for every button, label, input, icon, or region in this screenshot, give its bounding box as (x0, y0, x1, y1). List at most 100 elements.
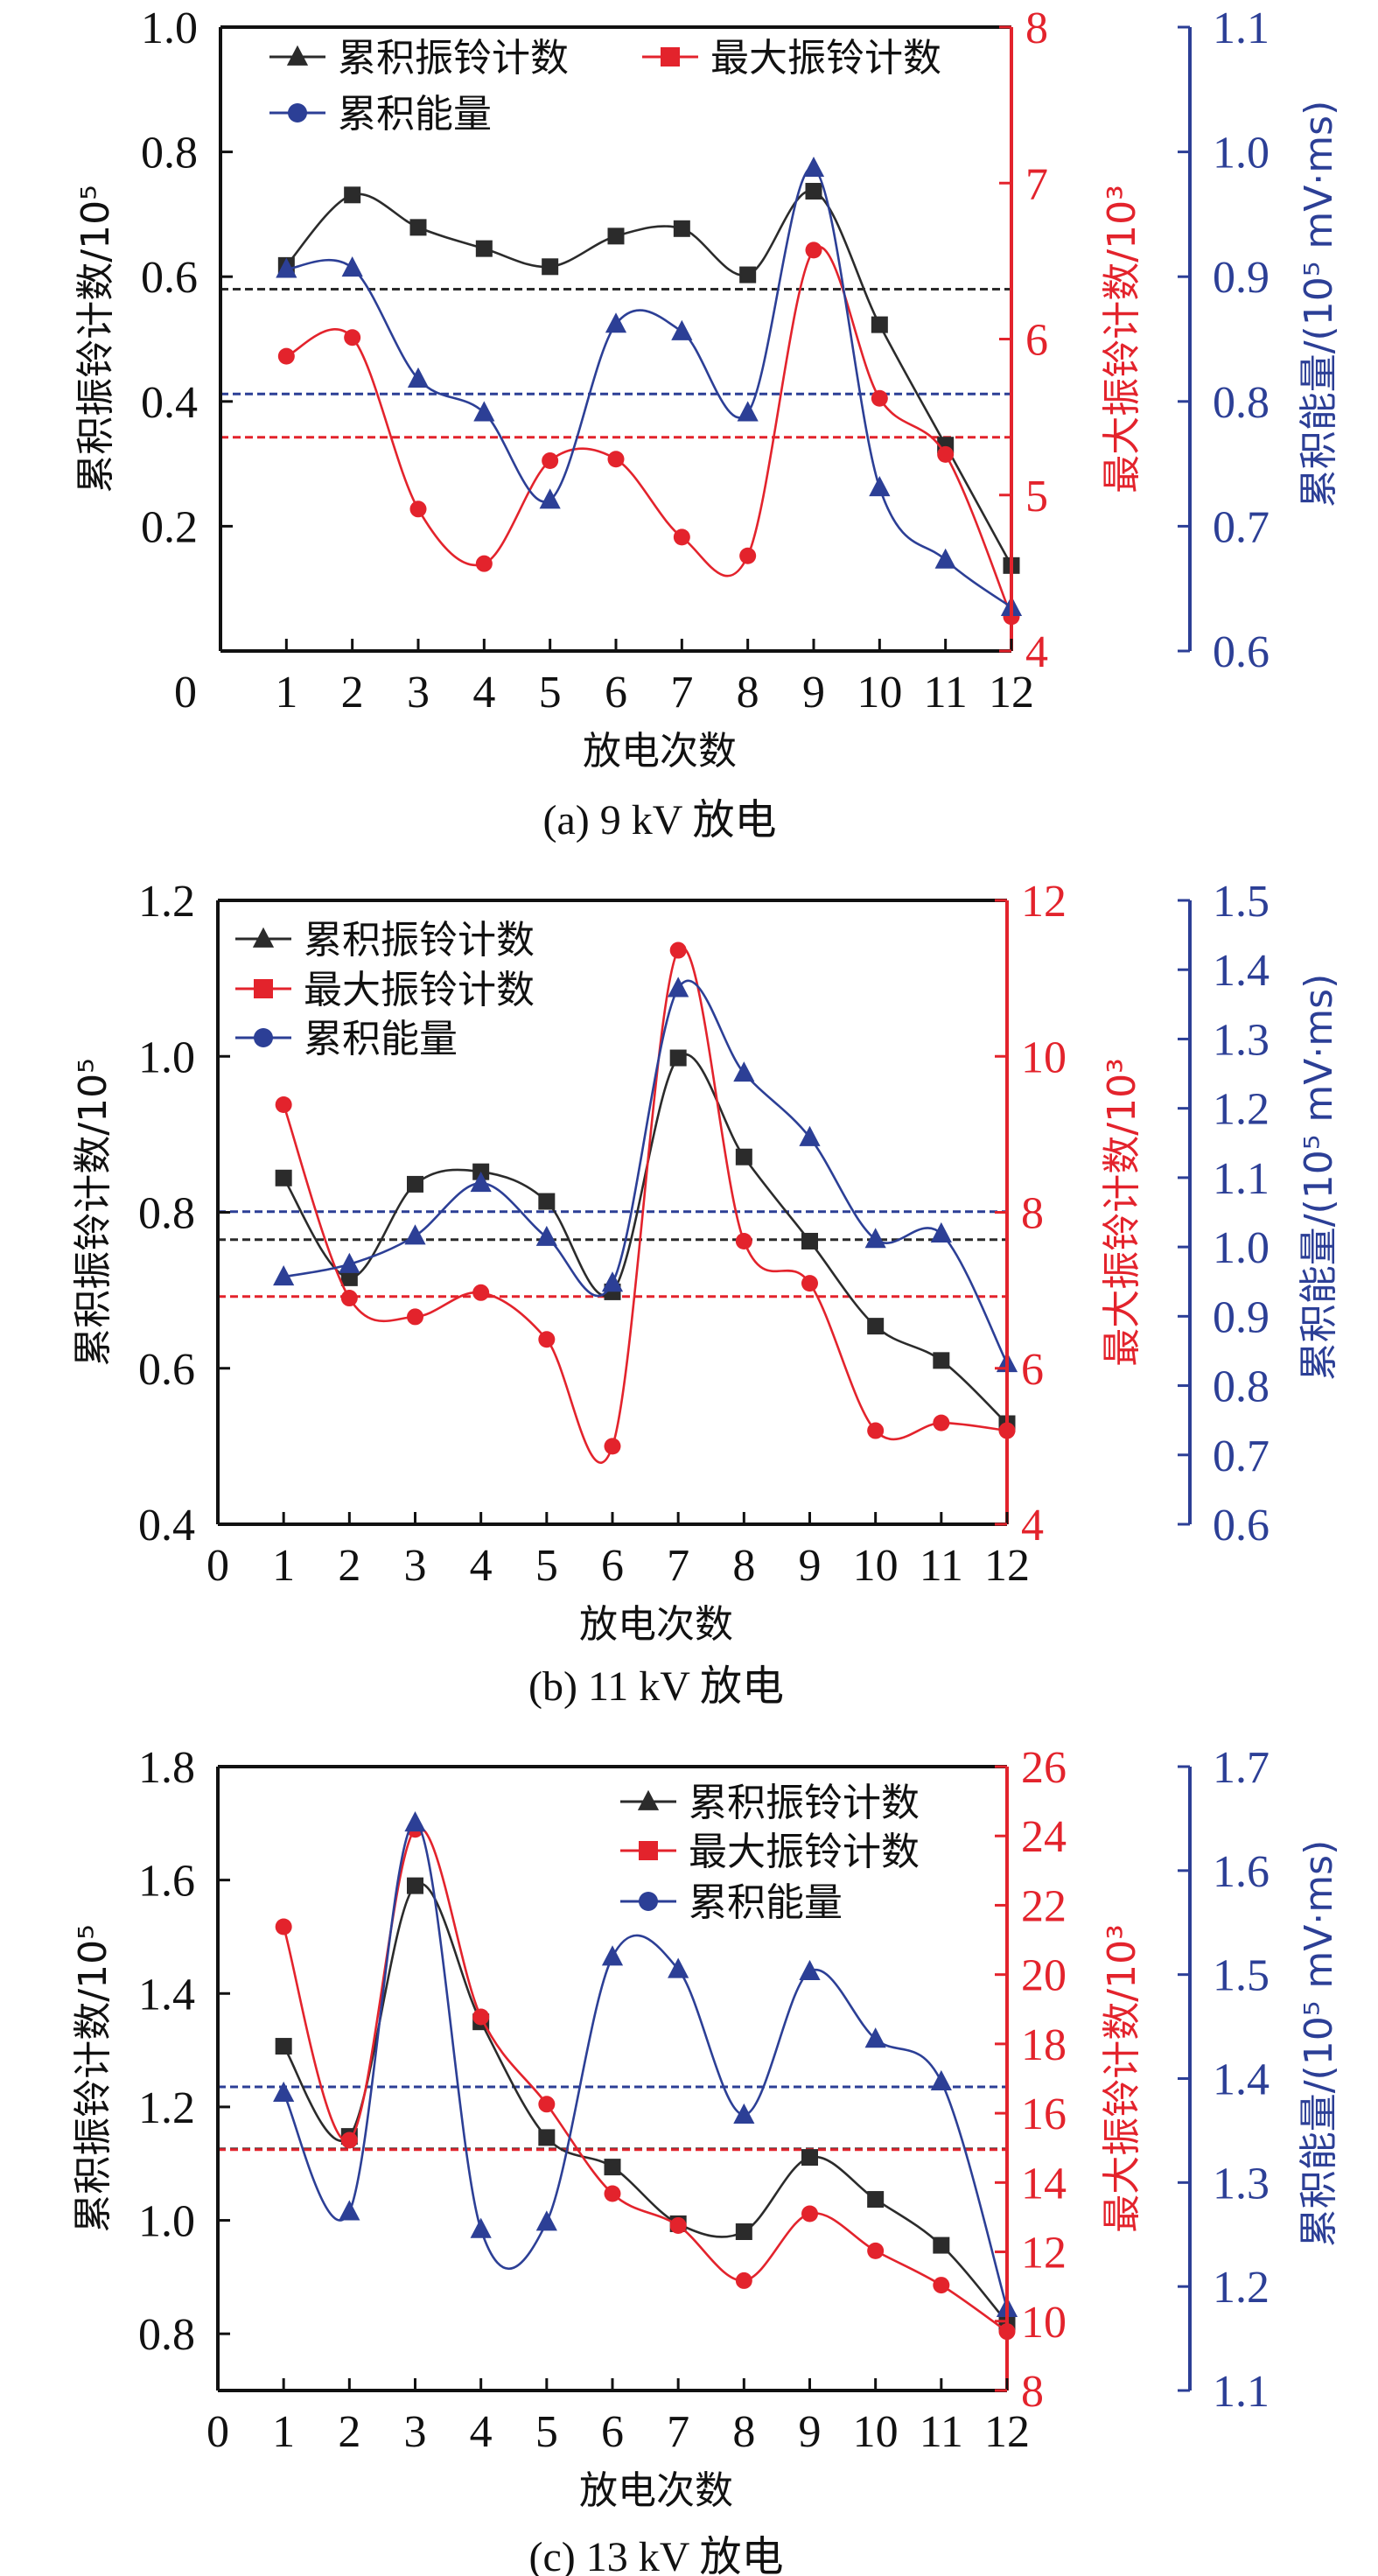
x-tick-label: 6 (601, 2407, 624, 2457)
right2-y-tick-label: 1.3 (1213, 2159, 1270, 2208)
x-tick-label: 4 (470, 1541, 493, 1591)
data-point (539, 488, 561, 509)
x-tick-label: 8 (732, 1541, 755, 1591)
right2-y-tick-label: 1.3 (1213, 1015, 1270, 1065)
right2-y-tick-label: 1.7 (1213, 1743, 1270, 1793)
right2-y-tick-label: 0.9 (1213, 1292, 1270, 1342)
right2-y-axis-title: 累积能量/(10⁵ mV·ms) (1297, 1840, 1341, 2248)
data-point (604, 2159, 621, 2176)
x-tick-label: 9 (799, 1541, 822, 1591)
data-point (871, 389, 888, 407)
data-point (339, 2200, 360, 2221)
data-point (473, 401, 495, 422)
data-point (340, 1269, 358, 1286)
data-point (277, 347, 295, 365)
right2-y-tick-label: 1.2 (1213, 1085, 1270, 1135)
x-tick-label: 9 (802, 668, 825, 718)
left-y-tick-label: 0.4 (138, 1501, 195, 1550)
data-point (475, 555, 493, 572)
x-tick-label: 10 (853, 2407, 899, 2457)
data-point (273, 1264, 295, 1286)
data-point (669, 1049, 687, 1067)
data-point (735, 1232, 752, 1250)
legend-label: 累积能量 (338, 92, 492, 136)
x-tick-label: 6 (605, 668, 627, 718)
data-point (867, 2242, 885, 2259)
x-tick-label: 4 (470, 2407, 493, 2457)
legend-item: 累积能量 (269, 92, 492, 136)
data-point (801, 2205, 818, 2222)
right2-y-tick-label: 1.1 (1213, 1154, 1270, 1204)
legend-item: 累积振铃计数 (235, 918, 535, 962)
data-point (933, 1352, 950, 1369)
data-point (735, 1148, 752, 1166)
right2-y-tick-label: 0.9 (1213, 253, 1270, 303)
x-axis-title: 放电次数 (579, 2468, 733, 2513)
left-y-tick-label: 0.8 (138, 1189, 195, 1239)
left-y-tick-label: 0.6 (138, 1345, 195, 1395)
chart-caption: (c) 13 kV 放电 (528, 2534, 783, 2576)
x-tick-label: 0 (206, 1541, 229, 1591)
x-tick-label: 5 (539, 668, 562, 718)
x-axis-title: 放电次数 (579, 1602, 733, 1647)
data-point (275, 1918, 292, 1936)
x-tick-label: 1 (272, 2407, 295, 2457)
legend-label: 最大振铃计数 (304, 968, 535, 1012)
right2-y-tick-label: 1.1 (1213, 4, 1270, 53)
data-point (407, 1175, 423, 1193)
data-point (802, 156, 825, 178)
x-tick-label: 1 (272, 1541, 295, 1591)
data-point (470, 2217, 492, 2238)
legend-marker-circle-icon (254, 1028, 273, 1047)
right-y-tick-label: 4 (1025, 627, 1048, 677)
chart-caption: (b) 11 kV 放电 (528, 1663, 784, 1710)
legend-label: 累积振铃计数 (689, 1781, 920, 1825)
right-y-tick-label: 10 (1021, 2298, 1067, 2348)
x-tick-label: 2 (338, 2407, 360, 2457)
right-y-tick-label: 6 (1021, 1345, 1044, 1395)
data-point (275, 2038, 292, 2055)
x-tick-label: 10 (853, 1541, 899, 1591)
right2-y-tick-label: 1.1 (1213, 2367, 1270, 2417)
data-point (673, 220, 690, 237)
data-point (933, 2277, 950, 2294)
data-point (867, 1422, 885, 1439)
right2-y-tick-label: 0.7 (1213, 1432, 1270, 1481)
right2-y-tick-label: 0.6 (1213, 1501, 1270, 1550)
left-y-tick-label: 1.0 (138, 2197, 195, 2247)
data-point (601, 1271, 624, 1292)
data-point (733, 2103, 755, 2124)
legend-item: 累积振铃计数 (620, 1781, 920, 1825)
left-y-tick-label: 1.2 (138, 2083, 195, 2133)
chart-panel: 0 1 2 3 4 5 6 7 8 9 10 11 120.40.60.81.01.246810120.… (71, 877, 1341, 1710)
right-y-tick-label: 7 (1025, 159, 1048, 209)
legend-label: 累积能量 (689, 1880, 843, 1925)
data-point (340, 1290, 358, 1307)
data-point (475, 240, 493, 257)
x-tick-label: 4 (472, 668, 495, 718)
x-tick-label: 1 (275, 668, 297, 718)
data-point (934, 548, 956, 569)
data-point (472, 1284, 490, 1301)
right-y-tick-label: 8 (1025, 4, 1048, 53)
left-y-tick-label: 1.2 (138, 877, 195, 927)
chart-caption: (a) 9 kV 放电 (542, 797, 776, 844)
x-tick-label: 7 (667, 2407, 689, 2457)
data-point (805, 242, 822, 259)
x-tick-label: 11 (924, 668, 968, 718)
left-y-tick-label: 0.8 (141, 129, 198, 178)
right-y-tick-label: 5 (1025, 472, 1048, 522)
chart-panel: 0 1 2 3 4 5 6 7 8 9 10 11 120.81.01.21.41.61.8810121… (71, 1743, 1341, 2576)
data-point (607, 228, 625, 245)
legend-label: 累积能量 (304, 1017, 458, 1061)
data-point (739, 547, 757, 564)
data-point (733, 1061, 755, 1082)
x-tick-label: 11 (920, 1541, 963, 1591)
data-point (605, 312, 627, 333)
data-point (344, 186, 361, 204)
x-tick-label: 2 (341, 668, 364, 718)
left-y-tick-label: 0.2 (141, 502, 198, 552)
data-point (937, 445, 955, 463)
x-tick-label: 12 (989, 668, 1034, 718)
x-tick-label: 5 (535, 2407, 558, 2457)
